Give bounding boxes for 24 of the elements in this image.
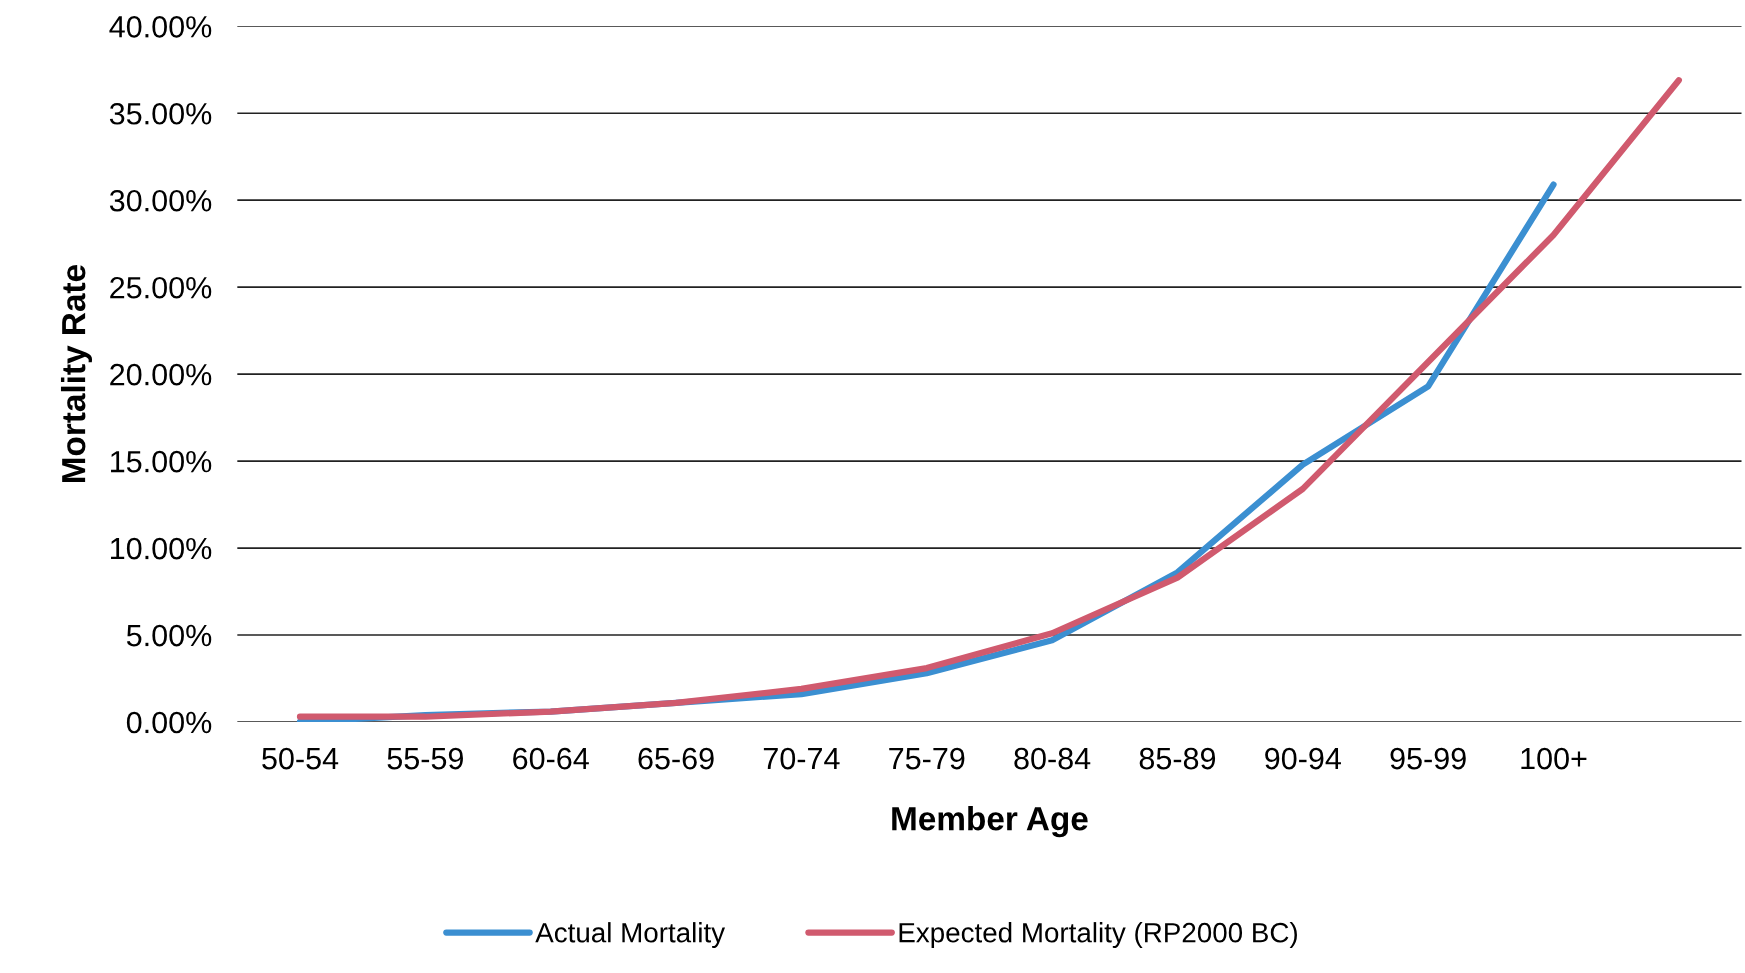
y-tick-label: 0.00% <box>126 711 212 734</box>
y-tick-label: 15.00% <box>111 450 212 473</box>
y-tick-label: 35.00% <box>109 102 212 125</box>
x-tick-label: 55-59 <box>387 747 463 770</box>
y-tick-label: 25.00% <box>110 276 212 299</box>
x-tick-label: 90-94 <box>1265 747 1341 770</box>
x-tick-label: 60-64 <box>513 747 589 770</box>
x-tick-label: 65-69 <box>638 747 714 770</box>
legend-label: Expected Mortality (RP2000 BC) <box>899 922 1297 948</box>
x-tick-label: 85-89 <box>1139 747 1216 770</box>
x-tick-label: 50-54 <box>262 747 339 770</box>
y-tick-label: 40.00% <box>109 16 212 38</box>
x-tick-label: 75-79 <box>889 747 965 770</box>
y-tick-label: 5.00% <box>126 624 212 647</box>
legend-label: Actual Mortality <box>535 922 726 948</box>
y-tick-label: 30.00% <box>109 189 212 212</box>
x-tick-label: 95-99 <box>1390 747 1466 770</box>
x-tick-label: 70-74 <box>763 747 840 770</box>
x-tick-label: 100+ <box>1521 747 1587 770</box>
x-axis-title: Member Age <box>892 806 1088 838</box>
x-tick-label: 80-84 <box>1014 747 1091 770</box>
y-tick-label: 10.00% <box>111 537 212 560</box>
y-tick-label: 20.00% <box>110 363 212 386</box>
y-axis-title: Mortality Rate <box>60 265 93 483</box>
